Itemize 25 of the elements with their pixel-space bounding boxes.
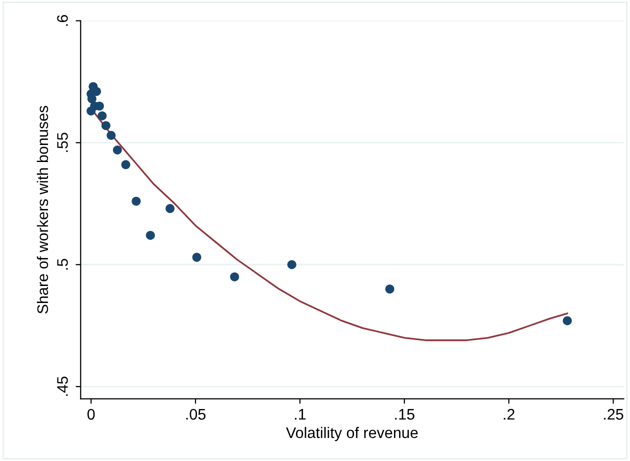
point	[385, 284, 394, 294]
x-tick-label: .05	[186, 408, 206, 420]
point	[192, 252, 202, 262]
point	[121, 160, 130, 170]
point	[146, 230, 155, 240]
x-tick-label: 0	[87, 408, 95, 420]
y-axis-title: Share of workers with bonuses	[36, 106, 48, 314]
y-tick-label: .6	[57, 15, 68, 26]
x-tick-label: .1	[294, 409, 306, 420]
y-tick-label: .5	[57, 258, 68, 270]
point	[287, 260, 296, 270]
point	[106, 130, 116, 140]
y-tick-label: .45	[57, 376, 68, 396]
x-tick-label: .25	[604, 408, 624, 420]
point	[166, 204, 175, 214]
point	[112, 146, 122, 155]
point	[98, 111, 107, 120]
x-axis-title: Volatility of revenue	[286, 426, 418, 442]
point	[562, 316, 572, 326]
point	[132, 196, 141, 206]
point	[101, 121, 110, 130]
x-tick-label: .15	[395, 409, 414, 420]
point	[230, 272, 240, 282]
y-tick-label: .55	[57, 132, 68, 152]
x-tick-label: .2	[504, 408, 514, 420]
